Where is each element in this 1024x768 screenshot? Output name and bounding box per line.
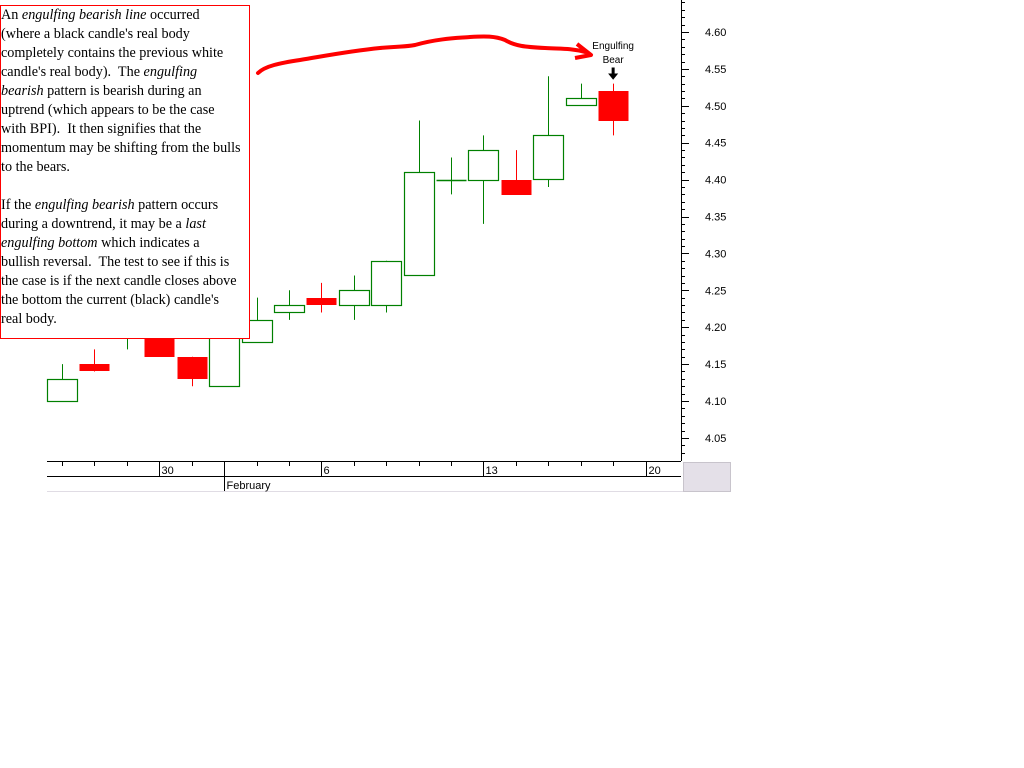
y-tick-label: 4.55	[705, 64, 726, 76]
note-italic-term: engulfing bearish	[34, 197, 135, 213]
note-text: occurred	[146, 7, 200, 23]
candle	[338, 275, 371, 320]
x-tick-label: February	[227, 480, 272, 492]
candle-body	[467, 149, 500, 182]
x-tick-label: 30	[162, 465, 174, 477]
y-tick-label: 4.40	[705, 175, 726, 187]
note-text: the bottom the current (black) candle's	[1, 292, 220, 308]
note-text: real body.	[1, 311, 57, 327]
note-line: candle's real body). The engulfing	[1, 63, 249, 82]
candle-body	[338, 289, 371, 307]
annotation-label: Engulfing	[592, 41, 634, 52]
candle	[403, 120, 436, 277]
candle-body	[370, 260, 403, 307]
note-italic-term: bearish	[1, 83, 44, 99]
candle	[306, 282, 337, 313]
axis-corner-box	[683, 462, 731, 492]
candle	[598, 83, 629, 136]
note-line: the case is if the next candle closes ab…	[1, 272, 249, 291]
note-italic-term: engulfing bottom	[1, 235, 98, 251]
note-text: pattern occurs	[134, 197, 219, 213]
note-text: momentum may be shifting from the bulls	[1, 140, 241, 156]
note-line: engulfing bottom which indicates a	[1, 234, 249, 253]
note-line: uptrend (which appears to be the case	[1, 101, 249, 120]
annotation-curve-arrow	[256, 34, 587, 75]
annotation-label: Bear	[603, 55, 625, 66]
y-tick-label: 4.15	[705, 359, 726, 371]
candle	[501, 150, 532, 195]
note-line: with BPI). It then signifies that the	[1, 120, 249, 139]
candle	[436, 157, 467, 195]
note-text: the case is if the next candle closes ab…	[1, 273, 237, 289]
note-line: momentum may be shifting from the bulls	[1, 139, 249, 158]
note-text: If the	[1, 197, 35, 213]
candle	[532, 76, 565, 187]
candle	[370, 260, 403, 313]
candle-body	[46, 378, 79, 403]
note-text: candle's real body). The	[1, 64, 144, 80]
candle-body	[273, 304, 306, 314]
note-italic-term: engulfing	[143, 64, 198, 80]
candle-body	[79, 364, 110, 371]
candle-body	[532, 134, 565, 181]
candle	[467, 135, 500, 224]
note-text: during a downtrend, it may be a	[1, 216, 186, 232]
y-tick-label: 4.30	[705, 248, 726, 260]
note-text: pattern is bearish during an	[43, 83, 202, 99]
y-tick-label: 4.25	[705, 285, 726, 297]
candle	[177, 356, 208, 387]
note-line: If the engulfing bearish pattern occurs	[1, 196, 249, 215]
y-tick-label: 4.50	[705, 101, 726, 113]
candle	[565, 83, 598, 107]
note-line: the bottom the current (black) candle's	[1, 291, 249, 310]
y-tick-label: 4.60	[705, 27, 726, 39]
note-line: (where a black candle's real body	[1, 25, 249, 44]
candle-body	[403, 171, 436, 277]
note-line: to the bears.	[1, 158, 249, 177]
note-italic-term: last	[185, 216, 206, 232]
y-tick-label: 4.35	[705, 212, 726, 224]
candle	[273, 290, 306, 320]
candle	[46, 364, 79, 403]
note-text: to the bears.	[1, 159, 70, 175]
note-line: completely contains the previous white	[1, 44, 249, 63]
x-tick-label: 13	[486, 465, 498, 477]
note-italic-term: engulfing bearish line	[21, 7, 147, 23]
note-line: An engulfing bearish line occurred	[1, 6, 249, 25]
y-tick-label: 4.45	[705, 138, 726, 150]
candle	[79, 349, 110, 372]
candle-body	[501, 180, 532, 195]
y-tick-label: 4.20	[705, 322, 726, 334]
candle-body	[565, 97, 598, 107]
note-line: during a downtrend, it may be a last	[1, 215, 249, 234]
note-line: bullish reversal. The test to see if thi…	[1, 253, 249, 272]
paragraph-gap	[1, 177, 249, 196]
candle-body	[306, 298, 337, 305]
y-tick-label: 4.05	[705, 433, 726, 445]
note-text: An	[1, 7, 22, 23]
x-tick-label: 6	[324, 465, 330, 477]
x-tick-label: 20	[649, 465, 661, 477]
note-text: completely contains the previous white	[1, 45, 224, 61]
note-text: (where a black candle's real body	[1, 26, 190, 42]
annotation-arrowhead	[574, 42, 593, 60]
note-text: uptrend (which appears to be the case	[1, 102, 215, 118]
candle-body	[598, 91, 629, 121]
note-text: which indicates a	[97, 235, 200, 251]
explanation-text-box: An engulfing bearish line occurred (where…	[0, 5, 250, 339]
y-tick-label: 4.10	[705, 396, 726, 408]
candle-body	[177, 357, 208, 379]
note-text: with BPI). It then signifies that the	[1, 121, 202, 137]
note-text: bullish reversal. The test to see if thi…	[1, 254, 230, 270]
note-line: bearish pattern is bearish during an	[1, 82, 249, 101]
down-arrow-icon	[608, 67, 619, 80]
note-line: real body.	[1, 310, 249, 329]
